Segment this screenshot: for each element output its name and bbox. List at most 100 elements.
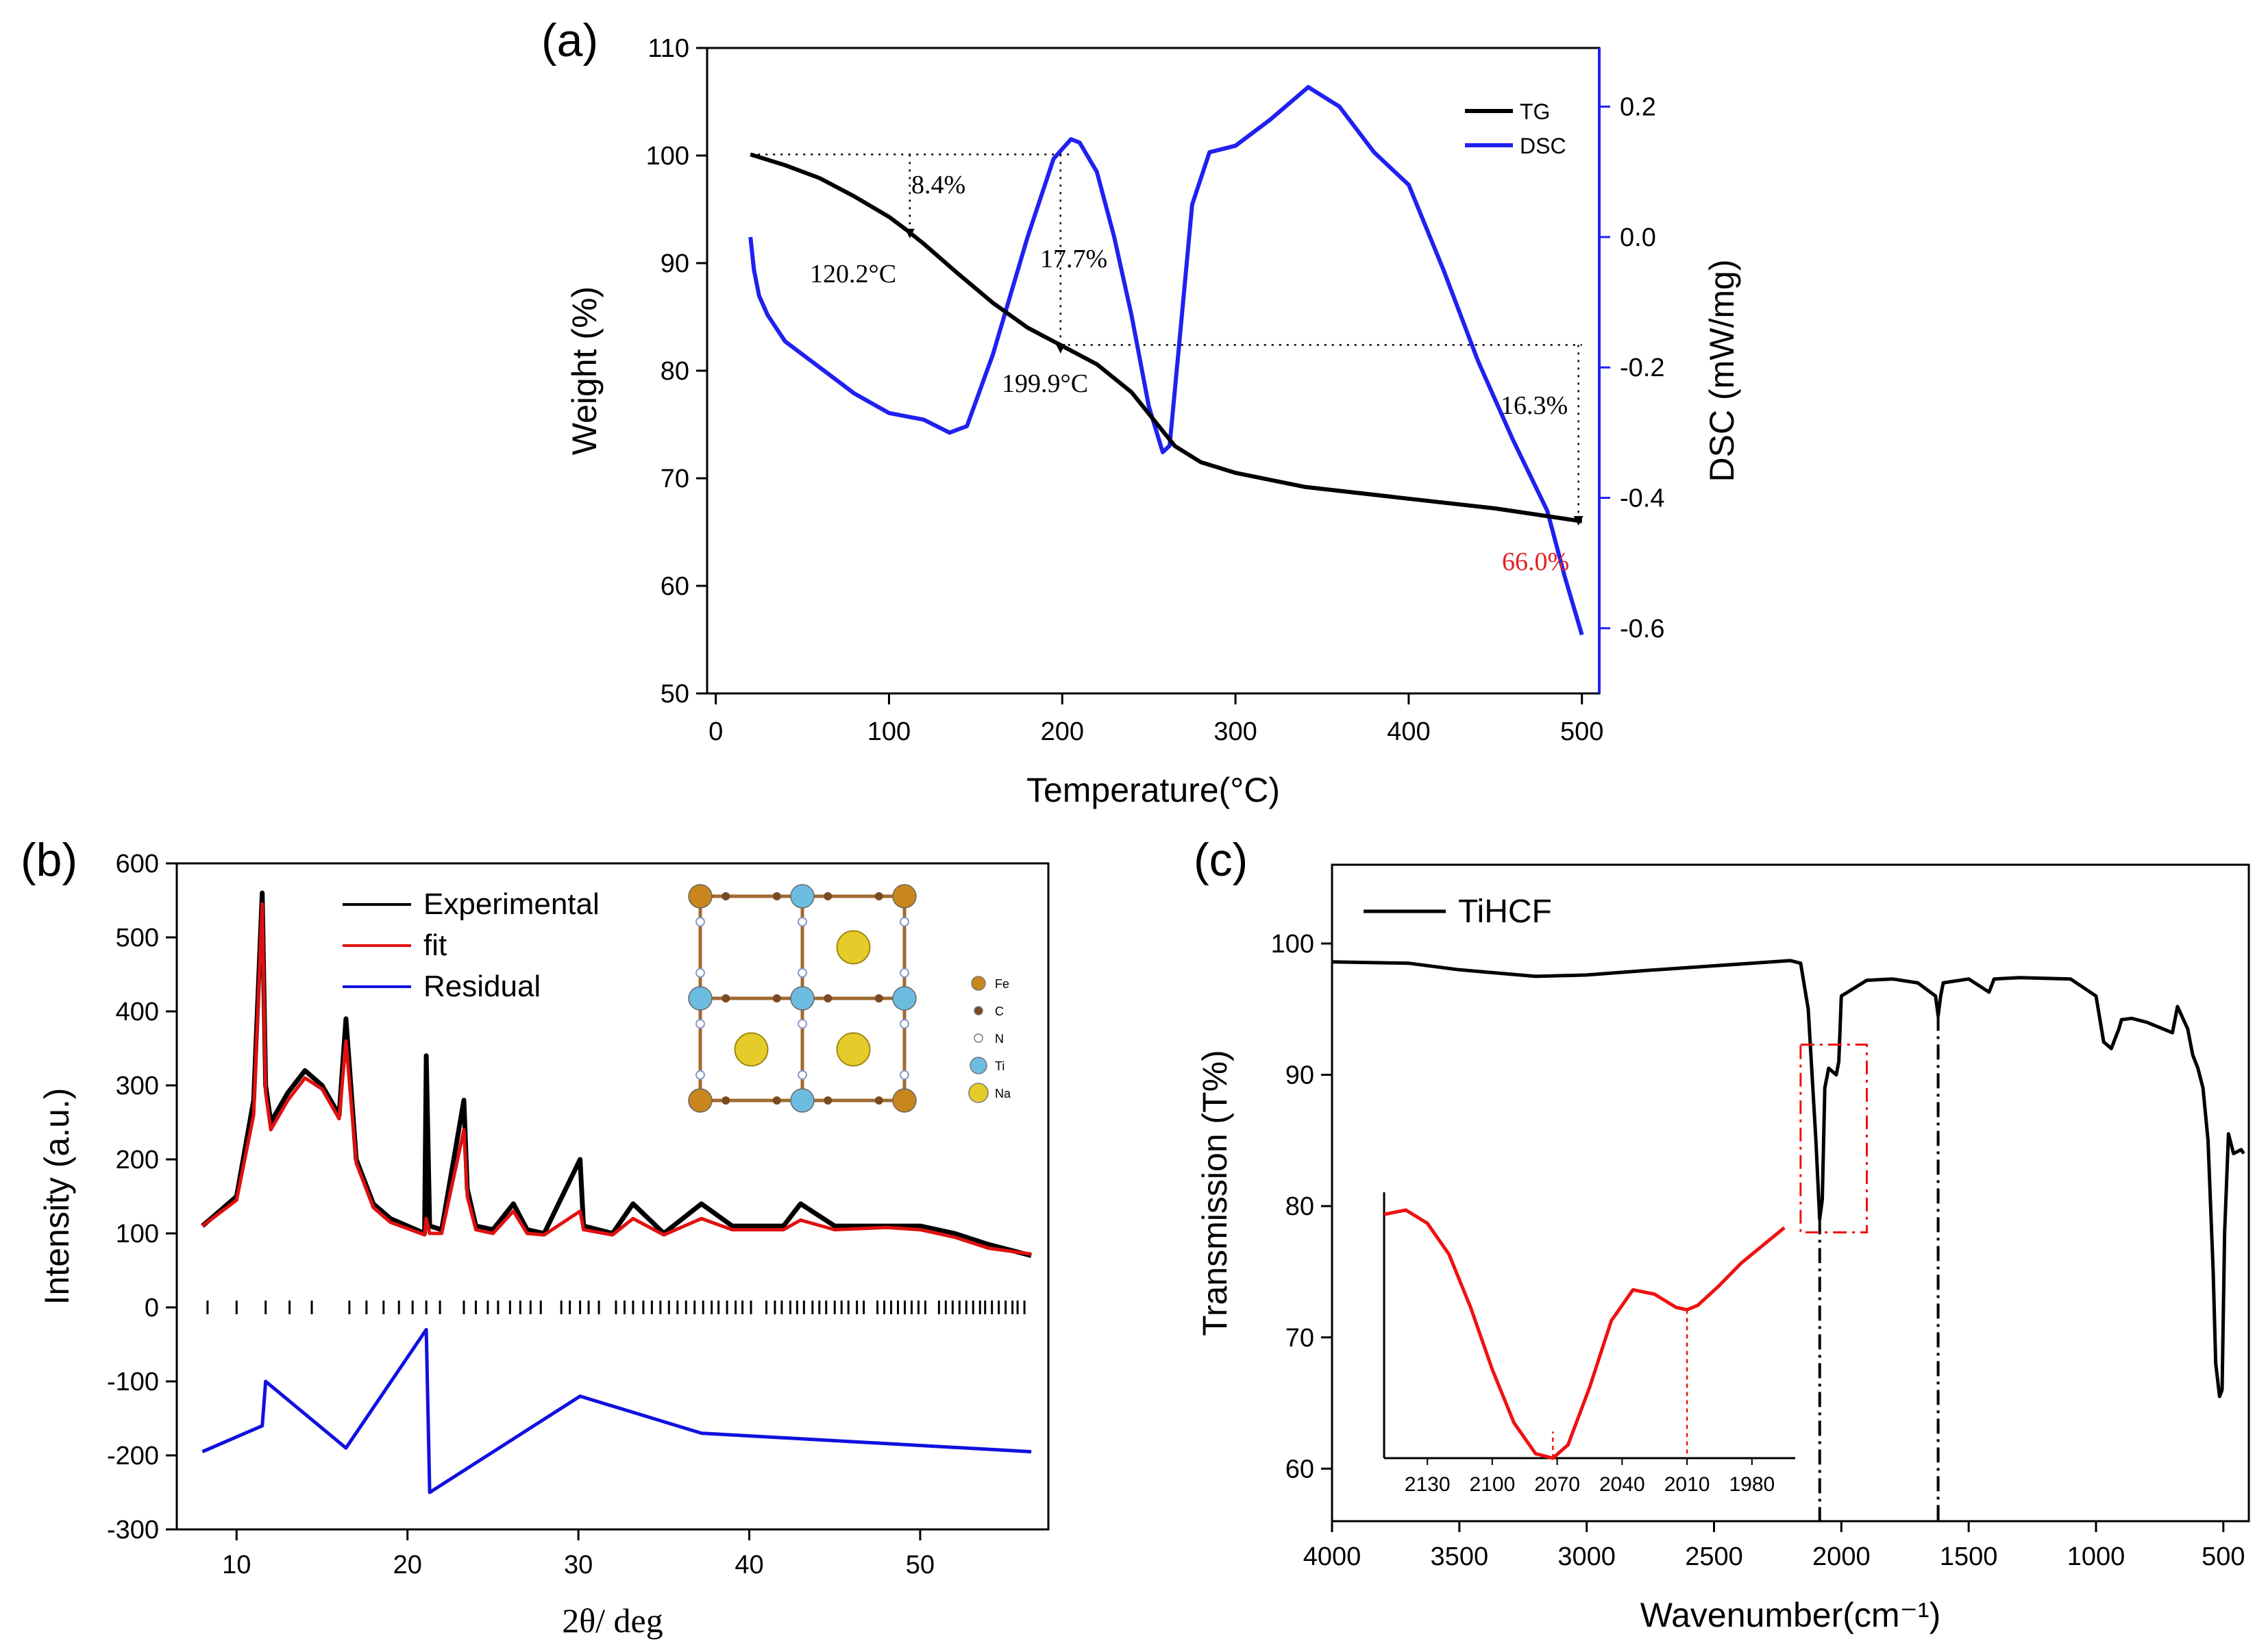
panel-c-legend-label-tihcf: TiHCF <box>1458 894 1552 930</box>
panel-a-y-right-tick-label: -0.2 <box>1620 354 1664 382</box>
panel-a-x-tick-label: 500 <box>1560 717 1603 746</box>
panel-a-x-axis-label: Temperature(°C) <box>1026 771 1280 809</box>
panel-b-y-tick-label: 300 <box>116 1072 159 1100</box>
panel-c-x-tick-label: 2000 <box>1812 1542 1871 1571</box>
panel-b-x-tick-label: 50 <box>906 1551 935 1579</box>
panel-b-frame <box>175 862 1050 1531</box>
panel-b-inset-atom-c <box>874 994 883 1002</box>
panel-a-series-tg <box>750 152 1583 524</box>
panel-b-inset-atom-na <box>734 1032 769 1067</box>
panel-b-y-tick-label: 100 <box>116 1220 159 1248</box>
panel-b-inset-atom-ti <box>790 1088 815 1113</box>
panel-a-y-right-tick-label: 0.2 <box>1620 93 1656 122</box>
panel-b-inset-legend-atom <box>970 1057 987 1074</box>
panel-a-tg-dsc-chart: (a) 0 100 200 300 400 500 50 60 70 80 90 100 110 -0.6… <box>541 14 1741 809</box>
panel-c-inset-x-tick-label: 1980 <box>1729 1473 1775 1496</box>
panel-c-x-tick-label: 500 <box>2202 1542 2245 1571</box>
panel-a-y-right-axis-label: DSC (mW/mg) <box>1703 260 1741 482</box>
panel-b-inset-legend-label: C <box>995 1005 1004 1018</box>
panel-b-y-tick-label: 500 <box>116 924 159 952</box>
panel-c-x-tick-label: 3000 <box>1557 1542 1616 1571</box>
panel-b-inset-atom-c <box>722 1096 730 1105</box>
panel-b-inset-atom-fe <box>688 1088 713 1113</box>
panel-b-legend-label-fit: fit <box>423 928 447 962</box>
panel-a-annotation: 120.2°C <box>810 260 896 288</box>
panel-b-inset-atom-n <box>695 1070 705 1080</box>
panel-b-x-tick-label: 40 <box>735 1551 763 1579</box>
panel-b-inset-legend-atom <box>974 1006 983 1015</box>
panel-c-inset-x-tick-label: 2010 <box>1664 1473 1710 1496</box>
panel-a-legend-label-tg: TG <box>1520 99 1550 124</box>
panel-c-ftir-chart: (c) 4000 3500 3000 2500 2000 1500 1000 500 60 70 8… <box>1194 834 2250 1634</box>
panel-b-series-residual <box>201 1327 1032 1494</box>
panel-b-x-tick-label: 10 <box>222 1551 251 1579</box>
panel-b-inset-legend-atom <box>971 976 986 991</box>
panel-c-x-tick-label: 4000 <box>1303 1542 1361 1571</box>
panel-b-label: (b) <box>21 834 77 886</box>
panel-b-xrd-chart: (b) 10 20 30 40 50 -300 -200 -100 0 100 200 300 400 5… <box>21 834 1050 1640</box>
panel-b-inset-atom-n <box>798 1070 807 1080</box>
panel-a-y-right-tick-label: 0.0 <box>1620 223 1656 252</box>
panel-a-y-left-axis-label: Weight (%) <box>565 286 604 455</box>
panel-b-y-tick-label: -300 <box>107 1516 159 1544</box>
panel-b-inset-atom-c <box>824 1096 833 1105</box>
panel-a-annotation: 16.3% <box>1501 391 1568 420</box>
panel-c-y-tick-label: 70 <box>1285 1324 1314 1353</box>
panel-c-frame <box>1331 863 2250 1523</box>
panel-b-y-tick-label: -100 <box>107 1368 159 1396</box>
panel-a-label: (a) <box>541 14 598 66</box>
panel-b-inset-legend-label: Ti <box>995 1059 1004 1073</box>
panel-b-y-tick-label: 400 <box>116 998 159 1026</box>
panel-a-series-dsc <box>748 85 1584 636</box>
panel-c-x-tick-label: 2500 <box>1685 1542 1743 1571</box>
panel-b-y-tick-label: 0 <box>145 1294 159 1322</box>
panel-b-inset-atom-na <box>836 930 871 965</box>
panel-b-inset-legend-label: Na <box>995 1087 1011 1100</box>
panel-c-inset-series <box>1383 1208 1786 1460</box>
panel-c-series-tihcf <box>1331 959 2245 1399</box>
panel-b-inset-atom-c <box>874 1096 883 1105</box>
panel-b-inset-atom-n <box>798 1019 807 1029</box>
panel-a-annotation: 17.7% <box>1040 245 1107 273</box>
panel-b-inset-atom-n <box>900 968 909 978</box>
panel-b-inset-legend-label: Fe <box>995 977 1009 991</box>
panel-c-x-tick-label: 1000 <box>2067 1542 2125 1571</box>
panel-a-legend-label-dsc: DSC <box>1520 134 1566 158</box>
panel-a-annotation: 199.9°C <box>1002 369 1088 398</box>
panel-a-annotation: 66.0% <box>1502 547 1569 576</box>
panel-c-inset-x-tick-label: 2070 <box>1534 1473 1580 1496</box>
panel-b-inset-atom-n <box>695 917 705 927</box>
panel-a-x-tick-label: 400 <box>1387 717 1430 746</box>
panel-b-inset-atom-c <box>824 892 833 900</box>
panel-a-y-left-tick-label: 70 <box>661 465 689 493</box>
panel-c-inset-x-tick-label: 2040 <box>1599 1473 1645 1496</box>
panel-c-y-tick-label: 100 <box>1271 930 1314 959</box>
panel-c-x-tick-label: 3500 <box>1431 1542 1489 1571</box>
panel-b-crystal-structure-inset: Fe C N Ti Na <box>688 884 1011 1113</box>
panel-b-inset-atom-c <box>824 994 833 1002</box>
panel-b-inset-atom-c <box>772 994 781 1002</box>
panel-b-inset-atom-n <box>798 917 807 927</box>
panel-a-y-left-tick-label: 110 <box>648 34 689 63</box>
panel-a-y-left-tick-label: 60 <box>661 572 689 601</box>
panel-b-y-tick-label: 600 <box>116 850 159 878</box>
panel-b-series-fit <box>201 902 1032 1256</box>
panel-c-inset-x-tick-label: 2100 <box>1470 1473 1516 1496</box>
panel-c-inset-x-tick-label: 2130 <box>1405 1473 1451 1496</box>
panel-a-x-tick-label: 300 <box>1213 717 1257 746</box>
panel-b-legend-label-experimental: Experimental <box>423 887 600 921</box>
panel-c-y-tick-label: 80 <box>1285 1192 1314 1221</box>
panel-b-legend-label-residual: Residual <box>423 970 541 1003</box>
panel-a-y-left-tick-label: 90 <box>661 249 689 278</box>
panel-b-inset-atom-n <box>695 968 705 978</box>
panel-b-inset-atom-fe <box>892 884 917 909</box>
panel-c-y-axis-label: Transmission (T%) <box>1196 1050 1234 1336</box>
panel-b-inset-atom-c <box>772 1096 781 1105</box>
panel-c-y-tick-label: 60 <box>1285 1455 1314 1483</box>
panel-a-x-tick-label: 200 <box>1041 717 1084 746</box>
panel-a-y-left-tick-label: 100 <box>646 142 689 171</box>
panel-c-label: (c) <box>1194 834 1248 886</box>
panel-c-x-axis-label: Wavenumber(cm⁻¹) <box>1640 1596 1940 1634</box>
panel-a-y-left-tick-label: 80 <box>661 357 689 386</box>
